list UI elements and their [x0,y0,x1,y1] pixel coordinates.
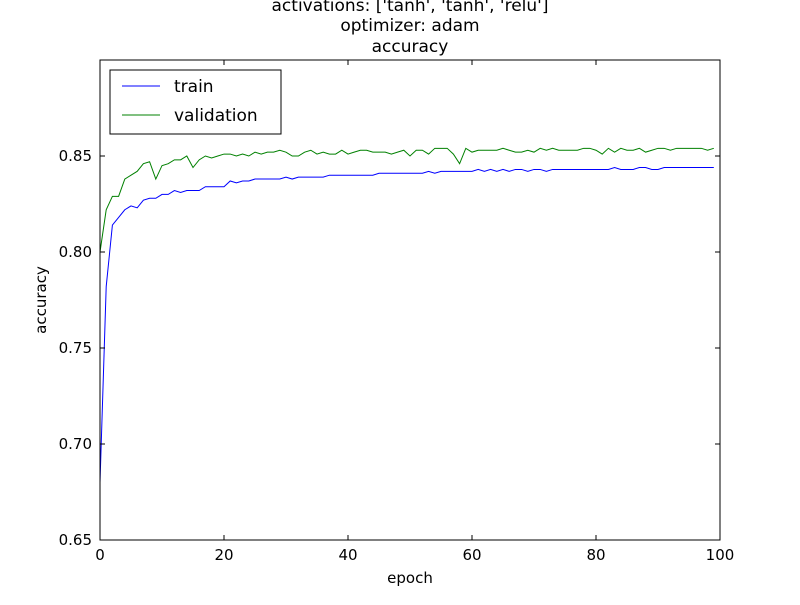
y-tick-label: 0.85 [59,147,92,165]
x-tick-label: 100 [706,546,735,564]
x-tick-label: 60 [462,546,481,564]
legend-label-train: train [174,77,214,97]
x-tick-label: 80 [586,546,605,564]
legend: train validation [109,69,282,135]
x-axis-label: epoch [387,569,433,587]
series-line-train [99,166,714,483]
y-axis-label: accuracy [32,266,50,334]
title-line-1: activations: ['tanh', 'tanh', 'relu'] [272,0,549,16]
x-tick-label: 40 [338,546,357,564]
x-tick-label: 0 [95,546,105,564]
y-tick-label: 0.65 [59,531,92,549]
series-line-validation [99,147,714,253]
series-layer [99,147,714,483]
title-line-3: accuracy [372,37,449,57]
y-tick-label: 0.80 [59,243,92,261]
title-line-2: optimizer: adam [340,16,479,36]
chart-title: activations: ['tanh', 'tanh', 'relu'] op… [272,0,549,57]
plot-area-frame [99,59,721,541]
y-tick-label: 0.75 [59,339,92,357]
x-tick-label: 20 [214,546,233,564]
legend-frame [109,69,282,135]
y-tick-label: 0.70 [59,435,92,453]
ticks-layer: 0 20 40 60 80 100 0.65 0.70 0.75 0.80 0.85 [59,60,735,564]
legend-label-validation: validation [174,106,258,126]
